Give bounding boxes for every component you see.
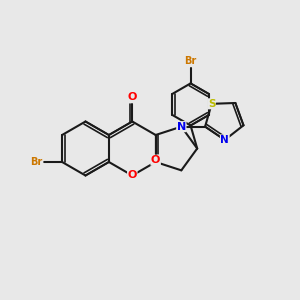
Text: O: O: [128, 170, 137, 181]
Text: Br: Br: [31, 157, 43, 167]
Text: O: O: [128, 92, 137, 103]
Text: O: O: [151, 155, 160, 165]
Text: N: N: [177, 122, 186, 132]
Text: Br: Br: [184, 56, 197, 66]
Text: S: S: [208, 99, 215, 109]
Text: N: N: [220, 135, 229, 145]
